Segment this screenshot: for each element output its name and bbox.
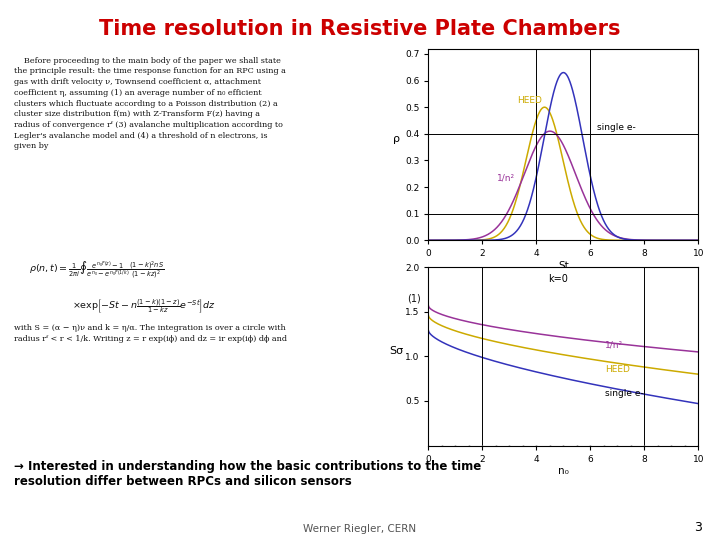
- Text: HEED: HEED: [518, 96, 542, 105]
- Y-axis label: ρ: ρ: [393, 134, 400, 144]
- Text: $\rho(n,t) = \frac{1}{2\pi i} \oint \frac{e^{n_0 F(z)}-1}{e^{n_0}-e^{n_0 F(1/k)}: $\rho(n,t) = \frac{1}{2\pi i} \oint \fra…: [29, 259, 164, 282]
- Text: with S = (α − η)ν and k = η/α. The integration is over a circle with
radius rᶠ <: with S = (α − η)ν and k = η/α. The integ…: [14, 324, 287, 343]
- Text: (1): (1): [407, 294, 420, 304]
- Text: Time resolution in Resistive Plate Chambers: Time resolution in Resistive Plate Chamb…: [99, 19, 621, 39]
- Text: k=0: k=0: [548, 274, 568, 284]
- Text: 1/n²: 1/n²: [606, 341, 624, 349]
- Text: 3: 3: [694, 521, 702, 534]
- X-axis label: n₀: n₀: [558, 467, 569, 476]
- Y-axis label: Sσ: Sσ: [390, 346, 404, 356]
- Text: single e-: single e-: [597, 123, 636, 132]
- Text: Werner Riegler, CERN: Werner Riegler, CERN: [303, 523, 417, 534]
- Text: 1/n²: 1/n²: [498, 173, 516, 183]
- Text: HEED: HEED: [606, 364, 630, 374]
- Text: $\times \exp\!\left[-St - n\frac{(1-k)(1-z)}{1-kz}e^{-St}\right]dz$: $\times \exp\!\left[-St - n\frac{(1-k)(1…: [72, 297, 215, 315]
- Text: single e-: single e-: [606, 389, 644, 399]
- Text: → Interested in understanding how the basic contributions to the time
resolution: → Interested in understanding how the ba…: [14, 460, 482, 488]
- X-axis label: St: St: [558, 261, 569, 271]
- Text: Before proceeding to the main body of the paper we shall state
the principle res: Before proceeding to the main body of th…: [14, 57, 287, 150]
